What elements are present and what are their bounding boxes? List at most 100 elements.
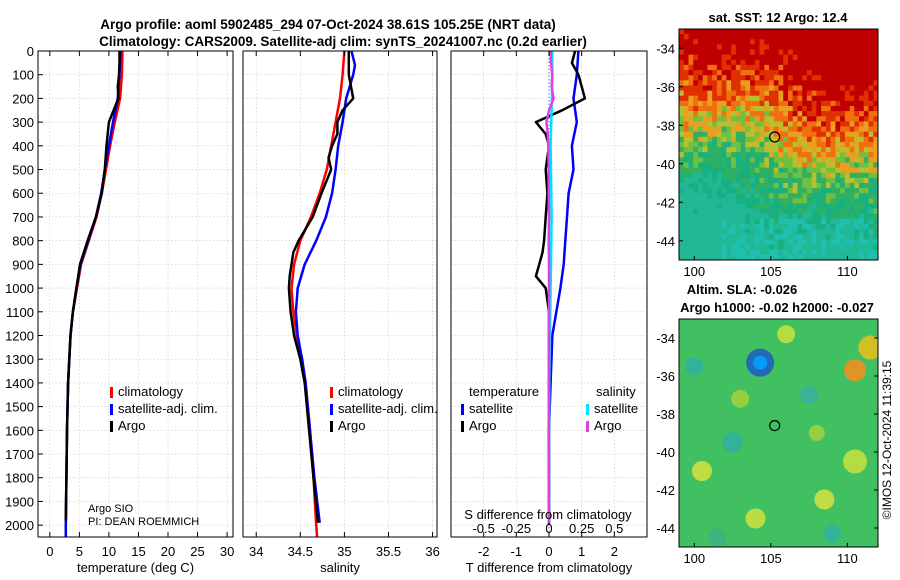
sst-cell	[745, 49, 751, 56]
sst-cell	[811, 254, 817, 260]
sst-cell	[735, 157, 742, 163]
sst-cell	[830, 188, 836, 194]
sst-cell	[844, 183, 851, 189]
sst-cell	[859, 193, 865, 199]
sst-cell	[797, 85, 803, 92]
sst-cell	[873, 54, 878, 61]
argo-location-marker	[769, 131, 781, 143]
sst-cell	[802, 147, 808, 153]
sst-cell	[745, 172, 751, 179]
sst-cell	[693, 162, 699, 169]
sst-cell	[778, 172, 784, 179]
sst-cell	[840, 126, 846, 133]
sst-cell	[688, 121, 694, 128]
sst-cell	[835, 234, 841, 240]
sst-cell	[698, 249, 704, 256]
sst-cell	[854, 111, 860, 117]
sst-cell	[825, 85, 832, 92]
sst-cell	[788, 229, 794, 235]
sst-cell	[745, 126, 751, 133]
sst-cell	[830, 106, 836, 112]
sst-cell	[835, 188, 841, 194]
sst-cell	[688, 234, 694, 240]
sst-cell	[863, 198, 870, 205]
sst-cell	[740, 162, 746, 169]
sst-cell	[788, 121, 794, 128]
sst-cell	[683, 193, 689, 199]
sst-cell	[712, 111, 718, 117]
sst-cell	[769, 44, 775, 51]
sst-cell	[788, 54, 794, 61]
sst-cell	[731, 203, 737, 210]
sst-cell	[750, 131, 756, 138]
y-tick-label: 1800	[5, 471, 34, 486]
sst-cell	[859, 239, 865, 246]
sst-cell	[821, 64, 827, 71]
sst-cell	[854, 106, 860, 112]
sst-cell	[840, 198, 846, 205]
sst-cell	[735, 111, 742, 117]
sst-cell	[773, 193, 780, 199]
sst-cell	[835, 85, 841, 92]
sst-cell	[745, 116, 751, 122]
sst-cell	[873, 167, 878, 174]
sst-cell	[688, 193, 694, 199]
x-tick-label: 1	[578, 544, 585, 559]
sst-cell	[835, 106, 841, 112]
sst-cell	[840, 234, 846, 240]
sst-cell	[783, 136, 789, 143]
sst-cell	[712, 64, 718, 71]
plot-area	[243, 51, 437, 537]
sst-cell	[735, 131, 742, 138]
sst-cell	[707, 224, 713, 230]
sst-cell	[769, 116, 775, 122]
sst-cell	[854, 126, 860, 133]
sst-cell	[840, 34, 846, 40]
sst-cell	[825, 254, 832, 260]
sst-cell	[840, 193, 846, 199]
x-tick-label: 100	[683, 551, 705, 566]
sst-cell	[778, 131, 784, 138]
sst-cell	[868, 70, 874, 76]
sst-cell	[712, 85, 718, 92]
sst-cell	[821, 177, 827, 184]
sst-cell	[811, 198, 817, 205]
sst-cell	[840, 157, 846, 163]
sst-cell	[835, 90, 841, 97]
sst-cell	[754, 213, 761, 220]
sst-cell	[688, 198, 694, 205]
sst-cell	[802, 116, 808, 122]
sst-cell	[873, 177, 878, 184]
sst-cell	[726, 39, 732, 45]
sst-cell	[773, 59, 780, 66]
sst-cell	[811, 208, 817, 215]
sst-cell	[679, 59, 685, 66]
sst-cell	[698, 49, 704, 56]
sst-cell	[698, 116, 704, 122]
sst-cell	[825, 136, 832, 143]
sst-cell	[693, 116, 699, 122]
sst-cell	[707, 136, 713, 143]
sst-cell	[849, 188, 855, 194]
sst-cell	[806, 213, 813, 220]
sst-cell	[773, 121, 780, 128]
sst-cell	[698, 177, 704, 184]
sst-cell	[707, 249, 713, 256]
sst-cell	[702, 244, 708, 251]
sst-cell	[783, 90, 789, 97]
sst-cell	[740, 111, 746, 117]
sst-cell	[731, 183, 737, 189]
sst-cell	[806, 90, 813, 97]
sst-cell	[721, 208, 727, 215]
sst-cell	[716, 177, 723, 184]
sst-cell	[716, 54, 723, 61]
sst-cell	[811, 218, 817, 225]
sst-cell	[773, 188, 780, 194]
sst-cell	[802, 44, 808, 51]
sst-cell	[716, 90, 723, 97]
sst-cell	[726, 70, 732, 76]
sst-cell	[835, 64, 841, 71]
sst-cell	[731, 198, 737, 205]
sst-cell	[679, 162, 685, 169]
sst-cell	[702, 213, 708, 220]
